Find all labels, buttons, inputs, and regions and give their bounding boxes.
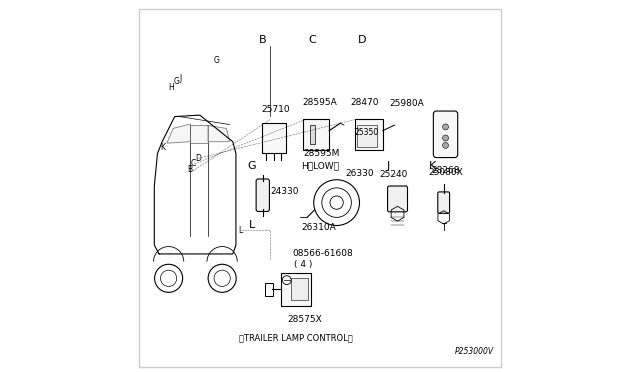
Text: J: J <box>180 74 182 83</box>
FancyBboxPatch shape <box>388 186 408 212</box>
Circle shape <box>443 142 449 148</box>
FancyBboxPatch shape <box>438 192 449 213</box>
Text: C: C <box>308 35 317 45</box>
FancyBboxPatch shape <box>433 111 458 158</box>
Text: G: G <box>248 161 256 171</box>
Text: H: H <box>169 83 175 92</box>
Text: 24330: 24330 <box>270 187 299 196</box>
FancyBboxPatch shape <box>256 179 269 211</box>
Text: K: K <box>161 143 166 152</box>
Polygon shape <box>207 125 230 142</box>
Text: 08566-61608: 08566-61608 <box>292 249 353 258</box>
Text: 25980A: 25980A <box>389 99 424 109</box>
Polygon shape <box>167 124 191 143</box>
Text: ( 4 ): ( 4 ) <box>294 260 312 269</box>
FancyBboxPatch shape <box>310 125 316 144</box>
Text: 25240: 25240 <box>380 170 408 179</box>
Text: 25080X: 25080X <box>428 168 463 177</box>
Text: 25350: 25350 <box>355 128 379 137</box>
Circle shape <box>443 124 449 130</box>
FancyBboxPatch shape <box>356 125 377 147</box>
Text: H〈LOW〉: H〈LOW〉 <box>301 161 339 170</box>
Polygon shape <box>191 125 207 143</box>
Text: C: C <box>191 159 196 169</box>
Text: G: G <box>174 77 180 86</box>
Text: J: J <box>387 161 390 171</box>
Text: （TRAILER LAMP CONTROL）: （TRAILER LAMP CONTROL） <box>239 334 353 343</box>
Text: B: B <box>259 35 267 45</box>
Text: 28595M: 28595M <box>303 149 340 158</box>
Text: 28595A: 28595A <box>303 97 337 107</box>
FancyBboxPatch shape <box>262 123 286 153</box>
FancyBboxPatch shape <box>281 273 311 306</box>
Circle shape <box>443 135 449 141</box>
Text: L: L <box>239 226 243 235</box>
Text: K: K <box>429 161 436 171</box>
Text: D: D <box>358 35 367 45</box>
Text: 28268: 28268 <box>431 166 460 175</box>
Text: L: L <box>248 220 255 230</box>
Text: P253000V: P253000V <box>454 347 493 356</box>
Text: 26330: 26330 <box>346 169 374 177</box>
FancyBboxPatch shape <box>264 283 273 296</box>
Text: B: B <box>188 165 193 174</box>
Text: D: D <box>195 154 201 163</box>
Text: 28575X: 28575X <box>288 315 323 324</box>
Text: G: G <box>214 56 220 65</box>
FancyBboxPatch shape <box>355 119 383 150</box>
Text: 25710: 25710 <box>261 105 290 114</box>
Text: 26310A: 26310A <box>301 223 336 232</box>
FancyBboxPatch shape <box>291 278 308 301</box>
FancyBboxPatch shape <box>303 119 329 150</box>
Text: 28470: 28470 <box>351 97 380 107</box>
